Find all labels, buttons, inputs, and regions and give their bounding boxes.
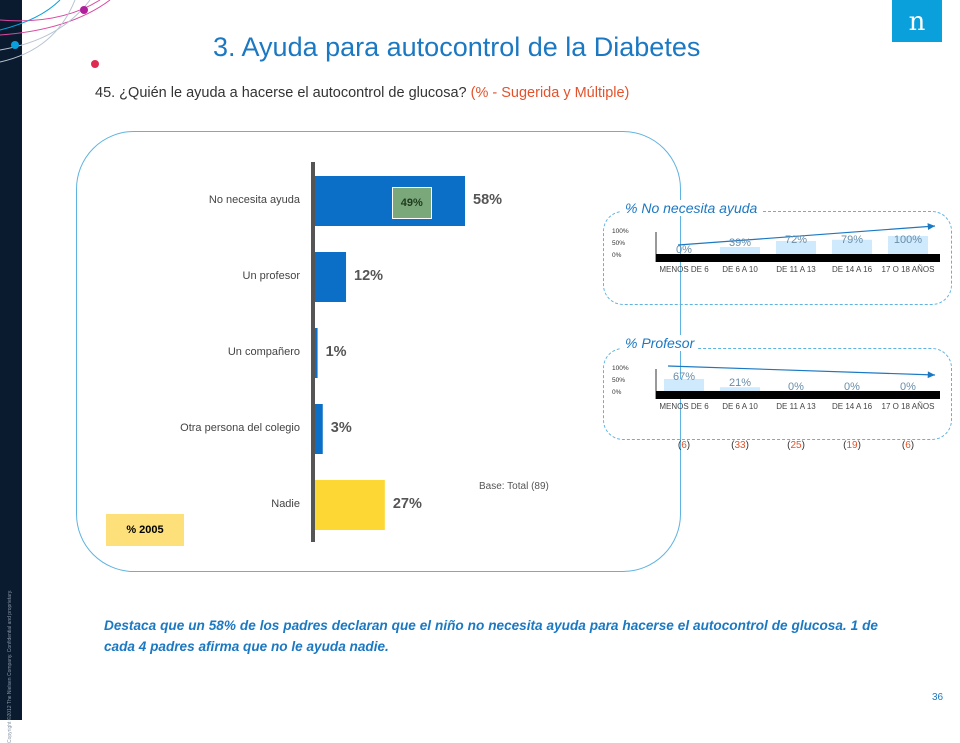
question-text: 45. ¿Quién le ayuda a hacerse el autocon…	[95, 85, 629, 101]
age-value-label: 0%	[844, 381, 860, 393]
age-chart-teacher-title: % Profesor	[621, 335, 699, 351]
main-value-label: 1%	[325, 344, 347, 360]
age-value-label: 0%	[788, 381, 804, 393]
page-number: 36	[932, 692, 944, 703]
main-value-label: 27%	[392, 496, 422, 512]
age-value-label: 67%	[672, 371, 696, 383]
main-value-label: 58%	[473, 192, 503, 208]
age-bar	[776, 241, 816, 254]
age-base-count: (6)	[901, 440, 915, 451]
age-category-label: DE 6 A 10	[722, 265, 758, 274]
age-base-count: (33)	[731, 440, 749, 451]
y-tick-label: 50%	[612, 240, 626, 247]
age-value-label: 0%	[900, 381, 916, 393]
main-bar	[315, 404, 323, 454]
main-category-label: Nadie	[271, 498, 300, 510]
age-bar	[888, 236, 928, 254]
y-tick-label: 0%	[612, 389, 622, 396]
age-base-count: (6)	[677, 440, 691, 451]
main-bar	[315, 480, 385, 530]
left-sidebar-band	[0, 0, 22, 720]
question-note: (% - Sugerida y Múltiple)	[470, 85, 630, 101]
age-chart-teacher	[655, 365, 940, 399]
age-bar	[832, 239, 872, 254]
main-category-label: Un profesor	[242, 270, 300, 282]
main-bar-chart	[311, 162, 465, 542]
age-chart-no-help-frame	[603, 211, 952, 305]
age-value-label: 100%	[893, 234, 923, 246]
age-category-label: MENOS DE 6	[659, 265, 709, 274]
age-category-label: DE 6 A 10	[722, 402, 758, 411]
main-chart-frame	[76, 131, 681, 572]
age-base-count: (25)	[787, 440, 805, 451]
main-value-label: 3%	[330, 420, 352, 436]
age-category-label: DE 14 A 16	[831, 265, 873, 274]
age-base-count: (19)	[843, 440, 861, 451]
main-category-label: Otra persona del colegio	[180, 422, 300, 434]
age-value-label: 39%	[728, 236, 752, 249]
trend-arrow	[677, 223, 936, 246]
age-bar	[720, 387, 760, 391]
main-value-label: 12%	[354, 268, 384, 284]
main-bar	[315, 328, 318, 378]
age-value-label: 72%	[784, 234, 808, 246]
summary-text: Destaca que un 58% de los padres declara…	[104, 618, 878, 654]
main-category-label: Un compañero	[227, 346, 300, 358]
y-tick-label: 50%	[612, 377, 626, 384]
main-bar	[315, 176, 465, 226]
question-label: 45. ¿Quién le ayuda a hacerse el autocon…	[95, 85, 467, 101]
trend-arrow	[667, 365, 936, 379]
legend-2005-badge: % 2005	[106, 514, 184, 546]
baseline-band	[656, 391, 940, 399]
main-category-label: No necesita ayuda	[208, 194, 300, 206]
main-axis-line	[311, 162, 315, 542]
comparison-2005-badge: 49%	[391, 187, 432, 219]
age-category-label: 17 O 18 AÑOS	[881, 402, 935, 411]
age-category-label: DE 11 A 13	[776, 402, 816, 411]
nielsen-logo: n	[892, 0, 942, 42]
baseline-band	[656, 254, 940, 262]
age-chart-no-help	[655, 223, 940, 262]
page-title: 3. Ayuda para autocontrol de la Diabetes	[213, 32, 701, 62]
main-bar	[315, 252, 347, 302]
age-category-label: DE 11 A 13	[776, 265, 816, 274]
y-tick-label: 100%	[612, 228, 629, 235]
age-category-label: 17 O 18 AÑOS	[881, 265, 935, 274]
base-note: Base: Total (89)	[479, 481, 549, 492]
age-chart-teacher-frame	[603, 348, 952, 440]
y-tick-label: 100%	[612, 365, 629, 372]
age-chart-no-help-title: % No necesita ayuda	[621, 200, 762, 216]
age-value-label: 79%	[840, 234, 864, 246]
age-value-label: 0%	[676, 244, 692, 256]
age-category-label: MENOS DE 6	[659, 402, 709, 411]
age-bar	[664, 378, 704, 391]
age-bar	[720, 246, 760, 254]
age-category-label: DE 14 A 16	[831, 402, 873, 411]
decorative-lines-graphic	[0, 0, 111, 68]
age-value-label: 21%	[728, 377, 752, 390]
y-tick-label: 0%	[612, 252, 622, 259]
